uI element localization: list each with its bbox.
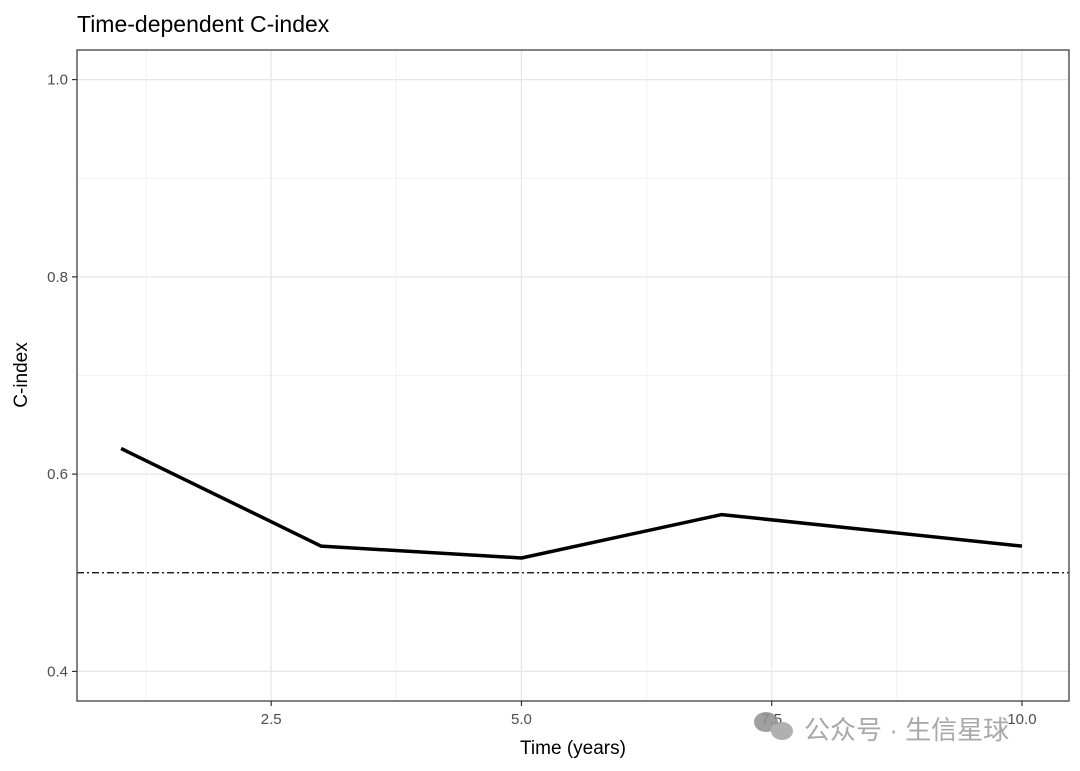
- x-axis-title: Time (years): [520, 738, 626, 759]
- watermark: 公众号 · 生信星球: [754, 712, 1009, 745]
- y-tick-label: 0.4: [47, 663, 68, 680]
- wechat-icon: [754, 712, 793, 740]
- major-gridlines: [77, 50, 1069, 701]
- plot-panel: [76, 49, 1070, 702]
- y-tick-label: 0.6: [47, 466, 68, 483]
- x-tick-label: 5.0: [511, 711, 532, 728]
- x-tick-label: 10.0: [1007, 711, 1036, 728]
- c-index-line: [120, 446, 1023, 560]
- x-tick-label: 2.5: [261, 711, 282, 728]
- y-tick-label: 1.0: [47, 72, 68, 89]
- y-axis-title: C-index: [11, 342, 32, 408]
- chart-title: Time-dependent C-index: [77, 11, 330, 37]
- minor-gridlines: [77, 50, 1069, 701]
- watermark-text: 公众号 · 生信星球: [804, 715, 1009, 745]
- y-axis: 0.4 0.6 0.8 1.0: [47, 72, 77, 680]
- y-tick-label: 0.8: [47, 269, 68, 286]
- panel-border: [76, 49, 1070, 702]
